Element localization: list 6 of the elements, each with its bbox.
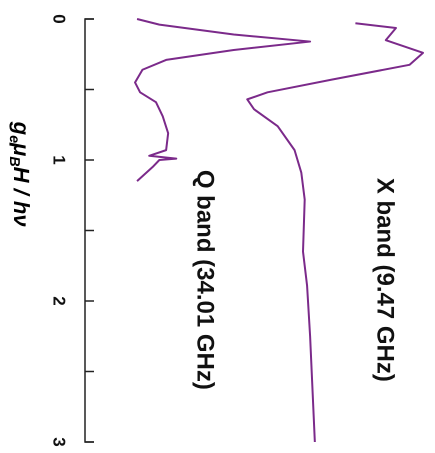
y-tick-label: 1 — [50, 155, 68, 165]
y-tick-label: 3 — [50, 437, 68, 447]
y-tick-label: 0 — [50, 14, 68, 24]
y-tick-label: 2 — [50, 296, 68, 306]
text: X band (9.47 GHz) — [372, 178, 398, 382]
text: Q band (34.01 GHz) — [192, 170, 218, 390]
